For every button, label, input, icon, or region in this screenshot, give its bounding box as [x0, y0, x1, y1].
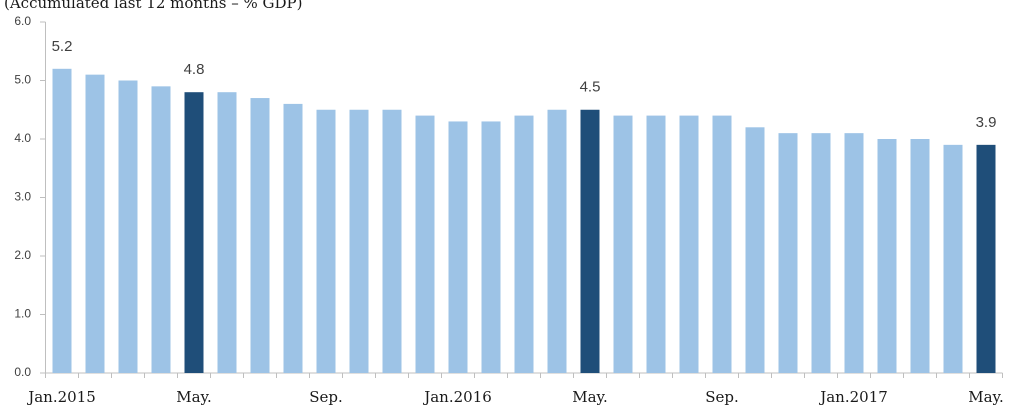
data-label: 4.5 [580, 79, 601, 96]
bar [745, 127, 765, 373]
bar [316, 109, 336, 373]
y-tick-label: 4.0 [14, 131, 31, 145]
bar [184, 92, 204, 373]
bar [943, 144, 963, 373]
bar [778, 133, 798, 373]
x-tick-label: Sep. [705, 388, 739, 406]
data-label: 3.9 [976, 114, 997, 131]
y-tick-label: 2.0 [14, 248, 31, 262]
bar [283, 103, 303, 374]
data-label: 5.2 [52, 38, 73, 55]
y-tick-label: 5.0 [14, 73, 31, 87]
bar [85, 74, 105, 374]
data-label: 4.8 [184, 61, 205, 78]
x-tick-label: Jan.2017 [818, 388, 888, 406]
y-tick-label: 1.0 [14, 307, 31, 321]
x-tick-label: Jan.2016 [422, 388, 492, 406]
bar [547, 109, 567, 373]
bar [580, 109, 600, 373]
x-tick-label: May. [968, 388, 1004, 406]
y-tick-label: 0.0 [14, 365, 31, 379]
bar [448, 121, 468, 373]
x-tick-label: May. [572, 388, 608, 406]
bar [811, 133, 831, 373]
x-tick-label: May. [176, 388, 212, 406]
bar [514, 115, 534, 373]
bar [976, 144, 996, 373]
bar [877, 139, 897, 373]
y-tick-label: 3.0 [14, 190, 31, 204]
bar [679, 115, 699, 373]
bar [844, 133, 864, 373]
bar [415, 115, 435, 373]
bar [52, 68, 72, 374]
bar [910, 139, 930, 373]
chart-title: (Accumulated last 12 months – % GDP) [4, 0, 302, 12]
bar [118, 80, 138, 373]
bar [712, 115, 732, 373]
bar [613, 115, 633, 373]
x-tick-label: Jan.2015 [26, 388, 96, 406]
bar [349, 109, 369, 373]
bar [217, 92, 237, 373]
y-tick-label: 6.0 [14, 14, 31, 28]
bar [481, 121, 501, 373]
x-tick-label: Sep. [309, 388, 343, 406]
bar [151, 86, 171, 373]
bar [382, 109, 402, 373]
bar [250, 98, 270, 374]
bar [646, 115, 666, 373]
